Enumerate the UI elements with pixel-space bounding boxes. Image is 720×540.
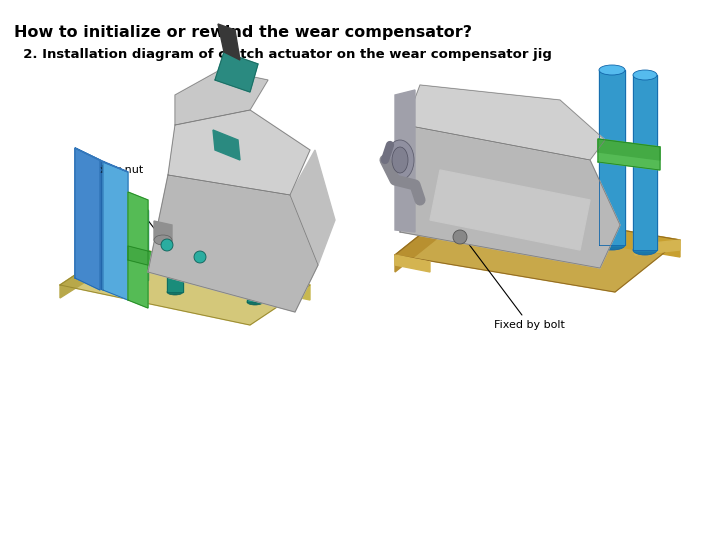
Ellipse shape (599, 65, 625, 75)
Ellipse shape (599, 240, 625, 250)
Polygon shape (75, 148, 100, 290)
Ellipse shape (167, 289, 183, 295)
Ellipse shape (408, 189, 422, 195)
Text: How to initialize or rewind the wear compensator?: How to initialize or rewind the wear com… (14, 25, 472, 40)
Polygon shape (395, 255, 430, 272)
Polygon shape (395, 203, 460, 272)
Polygon shape (154, 221, 172, 244)
Polygon shape (599, 70, 625, 245)
Polygon shape (167, 232, 183, 292)
Polygon shape (148, 175, 318, 312)
Polygon shape (168, 110, 310, 195)
Circle shape (161, 239, 173, 251)
Polygon shape (75, 148, 103, 290)
Polygon shape (128, 192, 148, 308)
Circle shape (453, 230, 467, 244)
Ellipse shape (277, 232, 293, 238)
Polygon shape (598, 139, 660, 160)
Polygon shape (120, 245, 310, 300)
Polygon shape (532, 183, 548, 248)
Polygon shape (633, 75, 657, 250)
Polygon shape (215, 52, 258, 92)
Circle shape (194, 251, 206, 263)
Ellipse shape (532, 180, 548, 186)
Polygon shape (395, 90, 415, 232)
Polygon shape (395, 203, 680, 292)
Polygon shape (132, 210, 148, 280)
Polygon shape (128, 246, 175, 272)
Ellipse shape (247, 244, 263, 250)
Polygon shape (60, 245, 120, 298)
Polygon shape (277, 235, 293, 285)
Polygon shape (218, 24, 240, 60)
Polygon shape (213, 130, 240, 160)
Text: Fixed by bolt: Fixed by bolt (464, 238, 565, 330)
Polygon shape (635, 240, 680, 255)
Ellipse shape (502, 172, 518, 178)
Polygon shape (598, 139, 660, 170)
Polygon shape (430, 170, 590, 250)
Ellipse shape (392, 147, 408, 173)
Polygon shape (408, 192, 422, 232)
Polygon shape (502, 175, 518, 240)
Ellipse shape (132, 207, 148, 213)
Text: 2. Installation diagram of clutch actuator on the wear compensator jig: 2. Installation diagram of clutch actuat… (14, 48, 552, 61)
Polygon shape (400, 125, 620, 268)
Polygon shape (290, 150, 335, 265)
Polygon shape (75, 148, 128, 172)
Polygon shape (405, 85, 605, 160)
Polygon shape (247, 247, 263, 302)
Ellipse shape (633, 70, 657, 80)
Polygon shape (103, 162, 128, 300)
Text: Fixed by nut: Fixed by nut (75, 165, 165, 242)
Polygon shape (175, 70, 268, 125)
Ellipse shape (132, 277, 148, 283)
Polygon shape (460, 203, 680, 257)
Ellipse shape (154, 235, 172, 245)
Polygon shape (60, 245, 310, 325)
Ellipse shape (633, 245, 657, 255)
Ellipse shape (386, 140, 414, 180)
Ellipse shape (167, 229, 183, 235)
Ellipse shape (277, 282, 293, 288)
Ellipse shape (247, 299, 263, 305)
